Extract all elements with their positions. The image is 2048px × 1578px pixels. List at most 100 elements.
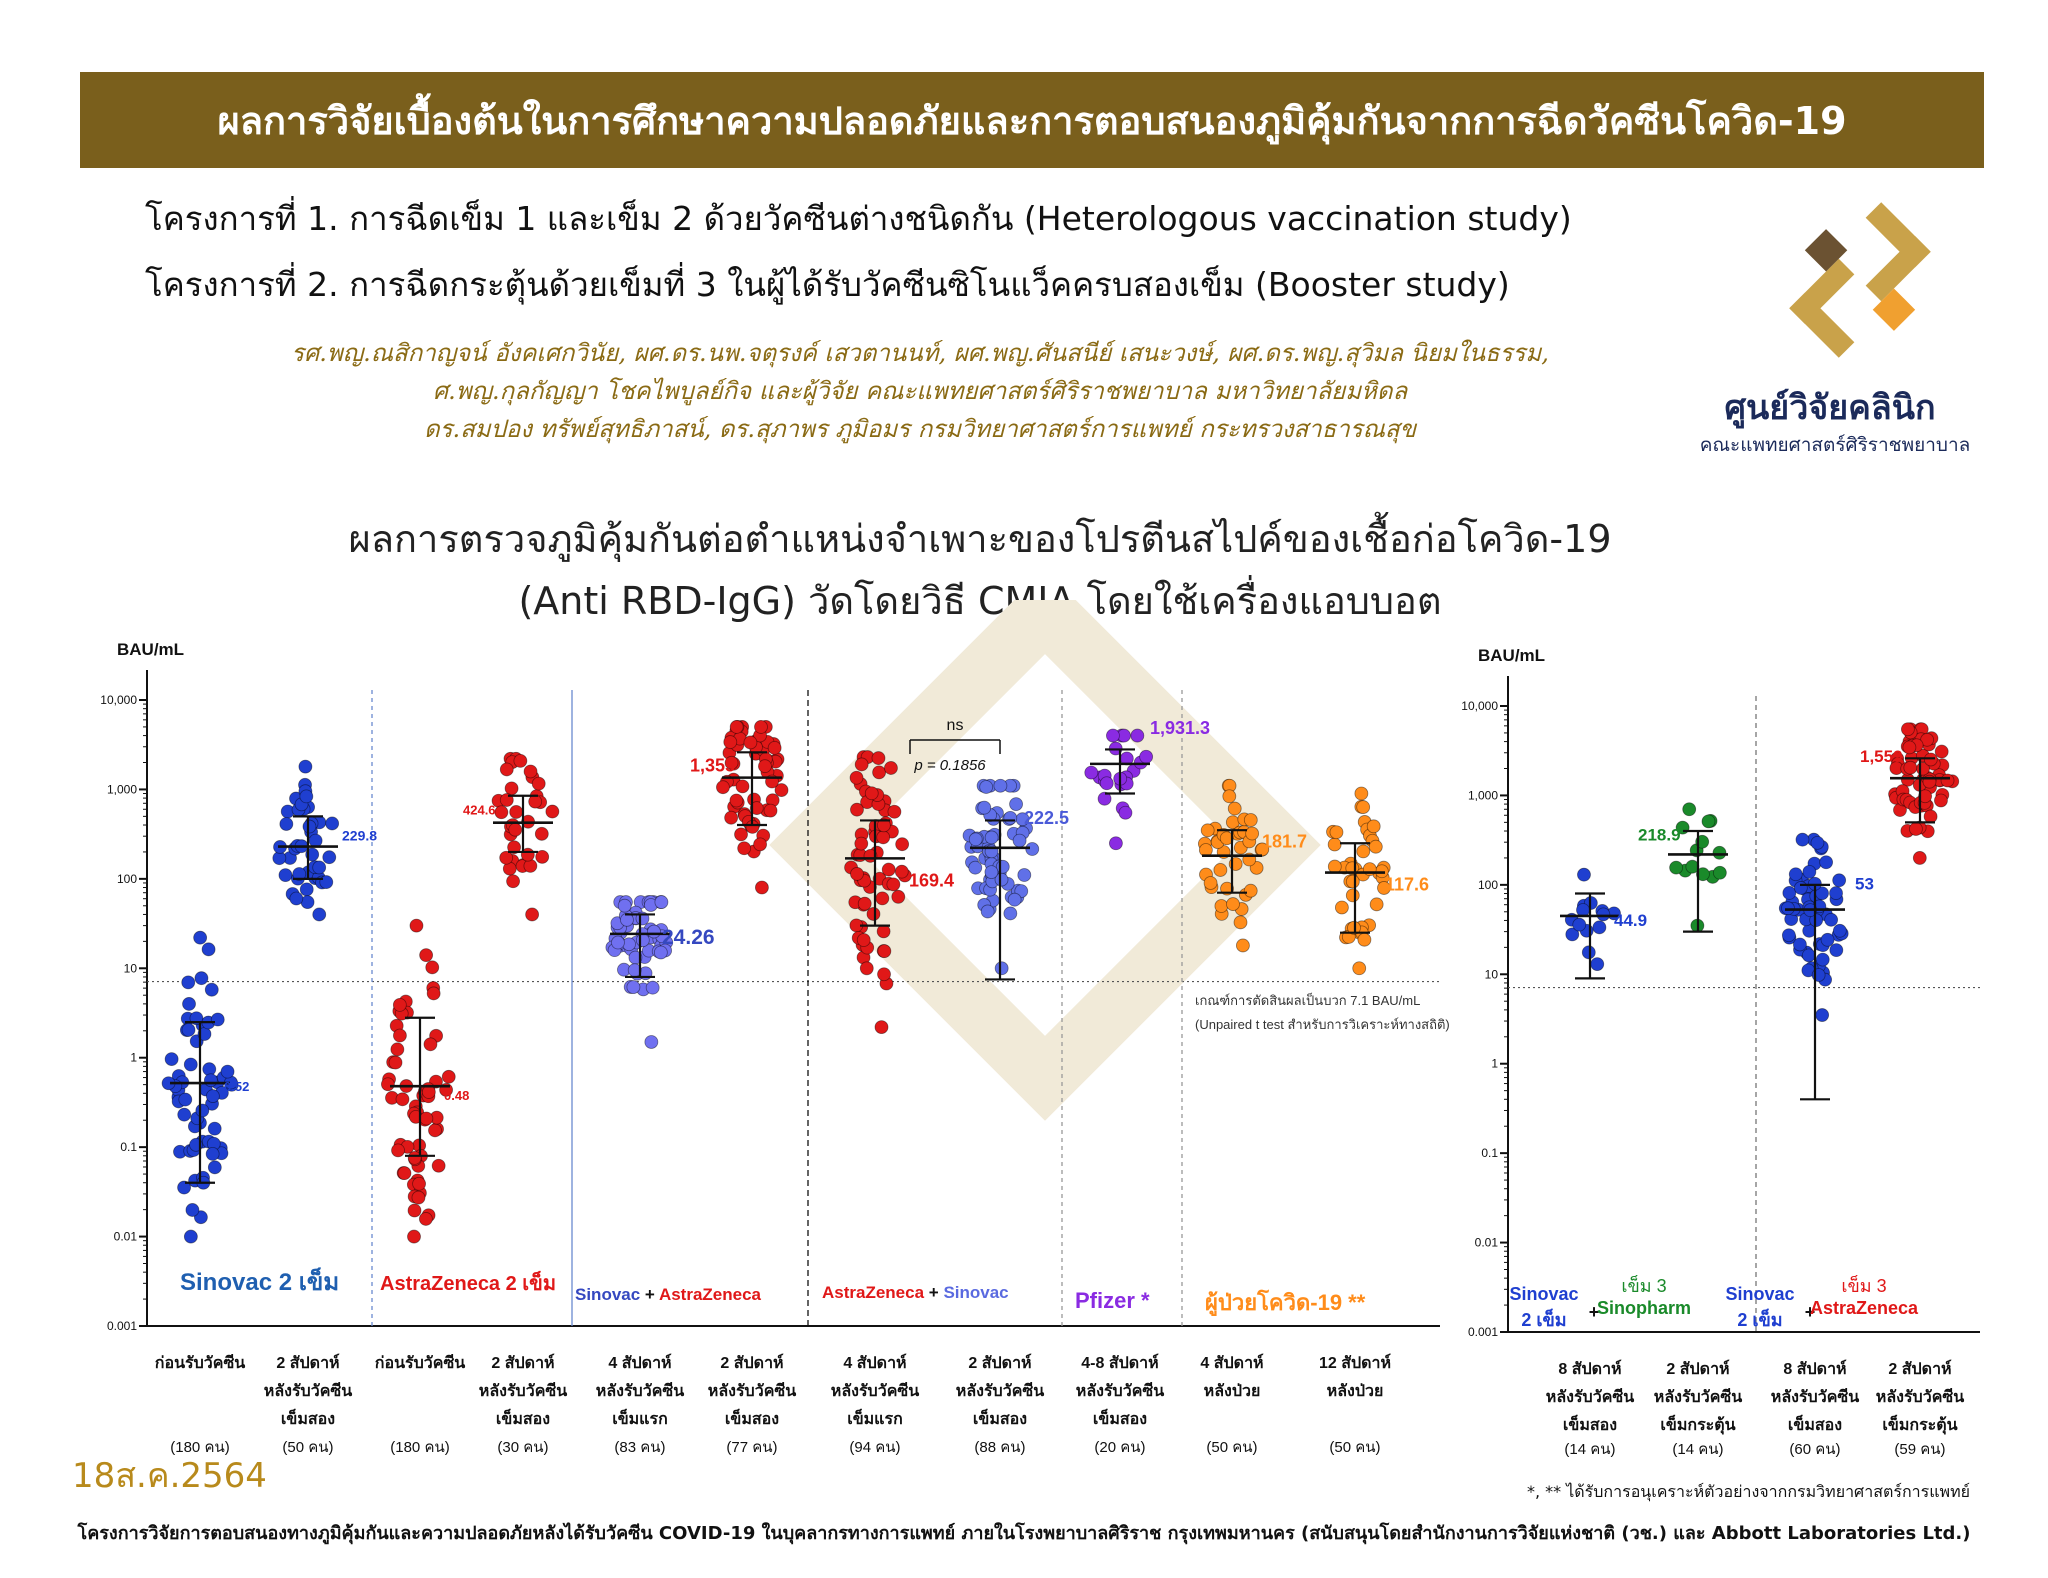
data-point xyxy=(1923,809,1938,824)
regimen-line: 2 เข็ม xyxy=(1737,1308,1782,1330)
data-point xyxy=(894,864,909,879)
data-point xyxy=(716,780,730,795)
project-2-title: โครงการที่ 2. การฉีดกระตุ้นด้วยเข็มที่ 3… xyxy=(145,265,1510,304)
x-tick-count: (60 คน) xyxy=(1789,1441,1840,1458)
x-tick-label: ก่อนรับวัคซีน xyxy=(155,1353,246,1372)
data-point xyxy=(428,1123,442,1138)
data-point xyxy=(419,1111,434,1126)
chart-heterologous: BAU/mL 10,000 1,000 100 10 1 0.1 0.01 0.001 0.52 ก… xyxy=(100,600,1450,1456)
data-point xyxy=(1084,765,1099,780)
data-point xyxy=(763,803,778,818)
data-point xyxy=(1109,836,1123,851)
data-point xyxy=(1581,945,1596,960)
regimen-label-part: AstraZeneca xyxy=(822,1283,925,1302)
data-point xyxy=(724,810,739,825)
data-point xyxy=(767,741,782,755)
x-tick-label: 4-8 สัปดาห์ xyxy=(1081,1353,1158,1372)
authors-line-3: ดร.สมปอง ทรัพย์สุทธิภาสน์, ดร.สุภาพร ภูม… xyxy=(424,415,1416,443)
y-tick-label: 10,000 xyxy=(1461,699,1498,713)
data-point xyxy=(1781,901,1795,916)
data-point xyxy=(220,1064,235,1079)
data-point xyxy=(178,1092,193,1107)
data-point xyxy=(194,971,209,986)
data-point xyxy=(984,865,999,880)
data-point xyxy=(1815,952,1830,967)
y-tick-label: 0.001 xyxy=(107,1319,137,1333)
gmt-label: 424.6 xyxy=(463,803,496,818)
x-tick-label: หลังรับวัคซีน xyxy=(479,1381,567,1400)
x-tick-label: ก่อนรับวัคซีน xyxy=(375,1353,466,1372)
x-tick-count: (14 คน) xyxy=(1564,1441,1615,1458)
data-point xyxy=(298,759,313,774)
logo-name: ศูนย์วิจัยคลินิก xyxy=(1724,388,1936,428)
data-point xyxy=(735,779,750,794)
gmt-label: 1,355 xyxy=(690,756,735,776)
logo-bar-right xyxy=(1865,236,1931,302)
data-point xyxy=(205,1089,220,1103)
x-tick-count: (14 คน) xyxy=(1672,1441,1723,1458)
data-point xyxy=(1712,845,1727,860)
data-point xyxy=(423,1037,438,1052)
data-point xyxy=(876,818,891,833)
data-point xyxy=(177,1180,191,1195)
data-point xyxy=(1139,749,1154,764)
data-point xyxy=(645,980,660,995)
data-point xyxy=(1222,789,1237,804)
x-tick-label: 2 สัปดาห์ xyxy=(276,1353,339,1372)
data-point xyxy=(875,891,890,906)
gmt-label: 1,559 xyxy=(1860,747,1903,766)
data-point xyxy=(876,924,891,939)
data-point xyxy=(393,1028,407,1043)
data-point xyxy=(617,898,632,913)
data-point xyxy=(181,1022,196,1037)
data-point xyxy=(1118,805,1133,820)
gmt-label: 181.7 xyxy=(1262,832,1307,852)
x-tick-label: หลังรับวัคซีน xyxy=(1654,1387,1742,1406)
data-point xyxy=(164,1052,179,1066)
comparison-label: ns xyxy=(947,717,964,734)
data-point xyxy=(980,904,995,919)
data-point xyxy=(1227,801,1242,816)
data-point xyxy=(1832,873,1847,888)
booster-line: เข็ม 3 xyxy=(1621,1274,1666,1296)
regimen-label: AstraZeneca + Sinovac xyxy=(822,1283,1009,1302)
data-point xyxy=(1003,906,1018,921)
data-point xyxy=(1572,917,1587,932)
data-point xyxy=(181,975,196,990)
x-tick-count: (50 คน) xyxy=(282,1439,333,1456)
y-tick-label: 10 xyxy=(124,961,138,975)
data-point xyxy=(872,765,886,780)
regimen-line: Sinovac xyxy=(1509,1284,1578,1304)
regimen-label: ผู้ป่วยโควิด-19 ** xyxy=(1205,1289,1366,1317)
x-tick-label: หลังรับวัคซีน xyxy=(831,1381,919,1400)
data-point xyxy=(506,874,520,889)
x-tick-label: หลังป่วย xyxy=(1327,1382,1384,1400)
data-point xyxy=(1923,752,1938,767)
regimen-plus: + xyxy=(1805,1302,1816,1322)
data-point xyxy=(525,907,540,922)
data-point xyxy=(312,860,327,875)
data-point xyxy=(1685,859,1700,874)
data-point xyxy=(1003,810,1018,825)
project-1-title: โครงการที่ 1. การฉีดเข็ม 1 และเข็ม 2 ด้ว… xyxy=(145,199,1572,238)
data-point xyxy=(1334,900,1349,915)
data-point xyxy=(734,827,748,842)
data-point xyxy=(203,1073,218,1088)
data-point xyxy=(1245,826,1260,841)
regimen-label-part: Pfizer * xyxy=(1075,1288,1150,1313)
regimen-line: Sinovac xyxy=(1725,1284,1794,1304)
data-point xyxy=(1219,831,1234,846)
data-point xyxy=(419,948,434,963)
gmt-label: 229.8 xyxy=(342,828,377,844)
data-point xyxy=(391,1143,405,1158)
data-point xyxy=(1934,744,1949,759)
data-point xyxy=(418,1212,433,1226)
data-point xyxy=(195,1103,210,1118)
y-tick-label: 1,000 xyxy=(107,782,137,796)
data-point xyxy=(185,1203,200,1217)
y-tick-label: 10,000 xyxy=(100,693,137,707)
data-point xyxy=(895,837,910,852)
y-tick-label: 0.1 xyxy=(120,1140,137,1154)
data-point xyxy=(1249,860,1264,875)
data-point xyxy=(1712,865,1727,880)
